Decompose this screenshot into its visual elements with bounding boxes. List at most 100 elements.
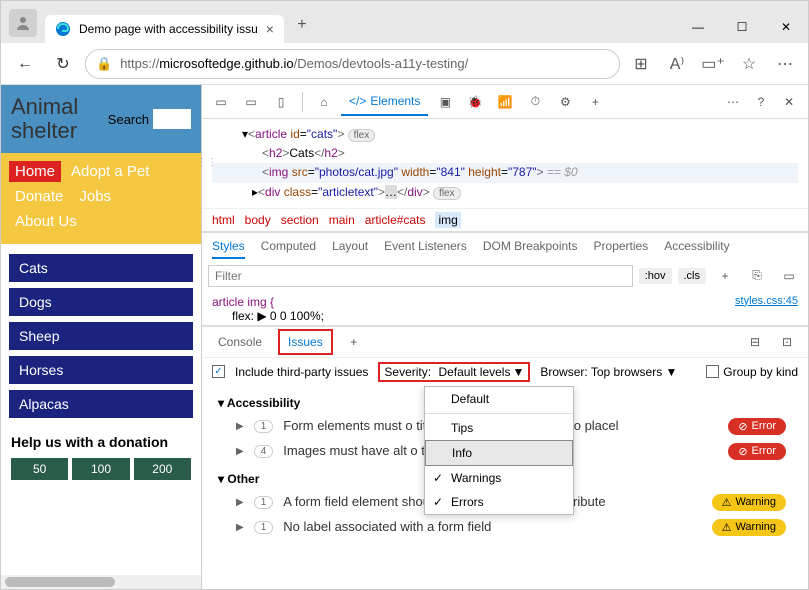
maximize-button[interactable]: ☐ xyxy=(720,11,764,43)
error-pill: ⊘ Error xyxy=(728,418,786,435)
dropdown-item-default[interactable]: Default xyxy=(425,387,573,411)
issues-filter-row: Include third-party issues Severity: Def… xyxy=(202,357,808,386)
donation-button[interactable]: 50 xyxy=(11,458,68,480)
app-icon[interactable]: ⊞ xyxy=(626,49,656,79)
site-header: Animalshelter Search xyxy=(1,85,201,153)
tab-listeners[interactable]: Event Listeners xyxy=(384,239,467,259)
network-icon[interactable]: 📶 xyxy=(492,89,518,115)
browser-dropdown[interactable]: Browser: Top browsers ▼ xyxy=(540,365,677,379)
refresh-button[interactable]: ↻ xyxy=(47,48,79,80)
list-item[interactable]: Sheep xyxy=(9,322,193,350)
animal-list: Cats Dogs Sheep Horses Alpacas xyxy=(1,244,201,428)
tab-accessibility[interactable]: Accessibility xyxy=(664,239,729,259)
severity-menu: Default Tips Info ✓Warnings ✓Errors xyxy=(424,386,574,515)
performance-icon[interactable]: ⏱ xyxy=(522,89,548,115)
nav-adopt[interactable]: Adopt a Pet xyxy=(65,161,155,182)
add-drawer-tab-icon[interactable]: + xyxy=(341,329,367,355)
resize-grip[interactable]: ⋮⋮ xyxy=(197,157,207,177)
dom-tree[interactable]: ▾<article id="cats"> flex <h2>Cats</h2> … xyxy=(202,119,808,208)
search-input[interactable] xyxy=(153,109,191,129)
minimize-button[interactable]: — xyxy=(676,11,720,43)
severity-dropdown[interactable]: Severity: Default levels ▼ xyxy=(378,362,530,382)
styles-tabs: Styles Computed Layout Event Listeners D… xyxy=(202,231,808,259)
panel-icon[interactable]: ▯ xyxy=(268,89,294,115)
close-devtools-icon[interactable]: ✕ xyxy=(776,89,802,115)
new-tab-button[interactable]: + xyxy=(288,11,316,39)
styles-filter-input[interactable] xyxy=(208,265,633,287)
expand-icon[interactable]: ▶ xyxy=(236,421,244,432)
tab-properties[interactable]: Properties xyxy=(594,239,649,259)
donation-button[interactable]: 100 xyxy=(72,458,129,480)
expand-icon[interactable]: ▶ xyxy=(236,522,244,533)
nav-home[interactable]: Home xyxy=(9,161,61,182)
horizontal-scrollbar[interactable] xyxy=(1,575,201,589)
list-item[interactable]: Cats xyxy=(9,254,193,282)
copy-icon[interactable]: ⎘ xyxy=(744,263,770,289)
issues-body: ▾ Accessibility ▶ 1 Form elements must o… xyxy=(202,386,808,589)
device-icon[interactable]: ▭ xyxy=(238,89,264,115)
back-button[interactable]: ← xyxy=(9,48,41,80)
group-by-checkbox[interactable] xyxy=(706,365,719,378)
profile-icon[interactable] xyxy=(9,9,37,37)
tab-dom-breakpoints[interactable]: DOM Breakpoints xyxy=(483,239,578,259)
tab-styles[interactable]: Styles xyxy=(212,239,245,259)
nav-donate[interactable]: Donate xyxy=(9,186,69,207)
elements-tab[interactable]: </>Elements xyxy=(341,88,428,116)
tab-title: Demo page with accessibility issu xyxy=(79,22,258,36)
inspect-icon[interactable]: ▭ xyxy=(208,89,234,115)
dom-breadcrumb[interactable]: htmlbodysectionmainarticle#catsimg xyxy=(202,208,808,231)
main-nav: Home Adopt a Pet Donate Jobs About Us xyxy=(1,153,201,244)
tab-computed[interactable]: Computed xyxy=(261,239,316,259)
console-icon[interactable]: ▣ xyxy=(432,89,458,115)
cls-toggle[interactable]: .cls xyxy=(678,268,707,284)
expand-icon[interactable]: ▶ xyxy=(236,446,244,457)
count-badge: 4 xyxy=(254,445,274,458)
nav-jobs[interactable]: Jobs xyxy=(73,186,117,207)
sources-icon[interactable]: 🐞 xyxy=(462,89,488,115)
address-bar[interactable]: 🔒 https://microsoftedge.github.io/Demos/… xyxy=(85,49,620,79)
issues-tab[interactable]: Issues xyxy=(278,329,333,355)
dropdown-item-tips[interactable]: Tips xyxy=(425,416,573,440)
read-aloud-icon[interactable]: A⁾ xyxy=(662,49,692,79)
new-style-icon[interactable]: + xyxy=(712,263,738,289)
help-icon[interactable]: ? xyxy=(748,89,774,115)
drawer-icon[interactable]: ⊟ xyxy=(742,329,768,355)
memory-icon[interactable]: ⚙ xyxy=(552,89,578,115)
dropdown-item-info[interactable]: Info xyxy=(425,440,573,466)
css-source-link[interactable]: styles.css:45 xyxy=(735,295,798,307)
window-titlebar: Demo page with accessibility issu × + — … xyxy=(1,1,808,43)
more-tabs-icon[interactable]: + xyxy=(582,89,608,115)
search-box: Search xyxy=(108,109,191,129)
hov-toggle[interactable]: :hov xyxy=(639,268,672,284)
dropdown-item-warnings[interactable]: ✓Warnings xyxy=(425,466,573,490)
list-item[interactable]: Horses xyxy=(9,356,193,384)
dropdown-item-errors[interactable]: ✓Errors xyxy=(425,490,573,514)
collections-icon[interactable]: ▭⁺ xyxy=(698,49,728,79)
drawer-icon[interactable]: ⊡ xyxy=(774,329,800,355)
close-icon[interactable]: × xyxy=(266,21,274,37)
warning-pill: ⚠ Warning xyxy=(712,494,786,511)
styles-filter-row: :hov .cls + ⎘ ▭ xyxy=(202,259,808,293)
browser-tab[interactable]: Demo page with accessibility issu × xyxy=(45,15,284,43)
donation-button[interactable]: 200 xyxy=(134,458,191,480)
third-party-label: Include third-party issues xyxy=(235,365,368,379)
welcome-icon[interactable]: ⌂ xyxy=(311,89,337,115)
css-rule-block[interactable]: styles.css:45 article img { flex: ▶ 0 0 … xyxy=(202,293,808,325)
third-party-checkbox[interactable] xyxy=(212,365,225,378)
more-icon[interactable]: ⋯ xyxy=(770,49,800,79)
count-badge: 1 xyxy=(254,496,274,509)
count-badge: 1 xyxy=(254,521,274,534)
tab-layout[interactable]: Layout xyxy=(332,239,368,259)
list-item[interactable]: Alpacas xyxy=(9,390,193,418)
warning-pill: ⚠ Warning xyxy=(712,519,786,536)
nav-about[interactable]: About Us xyxy=(9,211,83,232)
expand-icon[interactable]: ▶ xyxy=(236,497,244,508)
error-pill: ⊘ Error xyxy=(728,443,786,460)
more-icon[interactable]: ⋯ xyxy=(720,89,746,115)
console-tab[interactable]: Console xyxy=(210,331,270,353)
issue-row[interactable]: ▶ 1 No label associated with a form fiel… xyxy=(218,515,792,540)
list-item[interactable]: Dogs xyxy=(9,288,193,316)
favorite-icon[interactable]: ☆ xyxy=(734,49,764,79)
close-button[interactable]: ✕ xyxy=(764,11,808,43)
computed-toggle-icon[interactable]: ▭ xyxy=(776,263,802,289)
